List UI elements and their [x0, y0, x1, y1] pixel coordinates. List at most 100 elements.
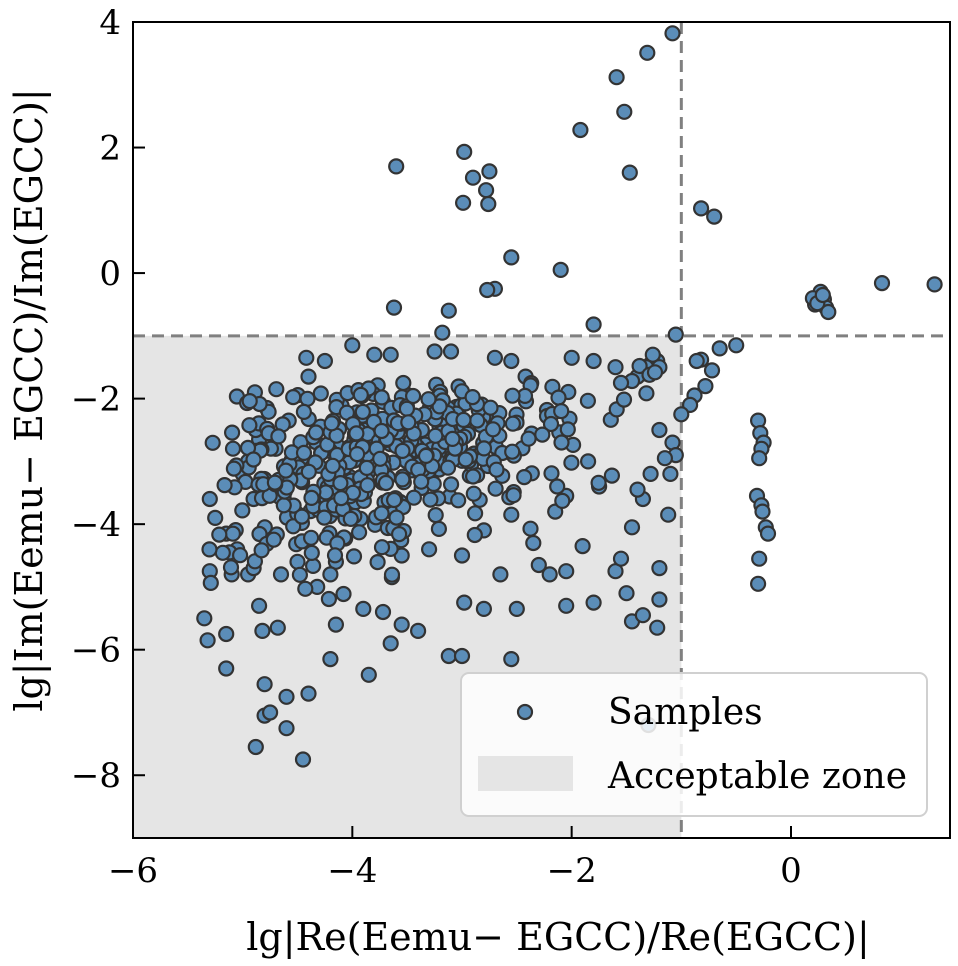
sample-point [426, 343, 443, 360]
sample-point [439, 459, 457, 476]
sample-point [623, 519, 641, 536]
sample-point [360, 666, 377, 683]
sample-point [751, 450, 768, 467]
sample-point [354, 403, 371, 420]
sample-point [247, 738, 264, 756]
sample-point [285, 389, 302, 406]
sample-point [326, 547, 344, 564]
x-tick-label: −4 [327, 851, 377, 891]
sample-point [480, 195, 497, 213]
sample-point [612, 374, 630, 391]
sample-point [405, 387, 422, 405]
sample-point [398, 400, 415, 417]
sample-point [383, 566, 401, 583]
sample-point [692, 200, 710, 217]
sample-point [323, 415, 340, 432]
sample-point [603, 467, 621, 484]
sample-point [563, 454, 580, 471]
sample-point [224, 440, 242, 457]
sample-point [303, 489, 320, 506]
sample-point [504, 387, 521, 404]
sample-point [503, 352, 520, 370]
sample-point [754, 503, 771, 520]
sample-point [660, 506, 677, 523]
sample-point [703, 362, 721, 379]
y-tick-label: −6 [71, 631, 121, 671]
axes: −6 −4 −2 0 −8 −6 −4 −2 0 2 4 [71, 3, 951, 891]
y-tick-label: −8 [71, 756, 121, 796]
sample-point [638, 385, 655, 402]
sample-point [410, 622, 427, 640]
sample-point [270, 428, 287, 445]
sample-point [225, 460, 242, 477]
sample-point [372, 450, 389, 467]
sample-point [612, 550, 630, 567]
sample-point [277, 462, 294, 479]
sample-point [450, 492, 467, 509]
sample-point [251, 597, 268, 614]
sample-point [316, 352, 333, 370]
sample-point [303, 529, 320, 546]
sample-point [646, 364, 664, 381]
sample-point [440, 647, 457, 665]
sample-point [759, 525, 777, 542]
sample-point [585, 352, 602, 370]
sample-point [359, 477, 376, 494]
sample-point [456, 143, 473, 160]
sample-point [298, 349, 315, 366]
sample-point [291, 566, 308, 583]
sample-point [728, 337, 745, 354]
sample-point [505, 487, 522, 504]
x-tick-label: −6 [108, 851, 158, 891]
sample-point [615, 391, 633, 408]
sample-point [241, 393, 258, 410]
sample-point [377, 474, 395, 492]
sample-point [466, 526, 483, 544]
sample-point [552, 261, 569, 278]
sample-point [348, 425, 365, 442]
sample-point [322, 566, 339, 583]
sample-point [224, 424, 241, 441]
sample-point [300, 463, 317, 480]
sample-point [245, 451, 262, 468]
sample-point [431, 398, 448, 415]
sample-point [374, 603, 392, 621]
sample-point [278, 688, 295, 705]
sample-point [516, 469, 533, 486]
sample-point [395, 374, 412, 392]
sample-point [422, 491, 439, 508]
sample-point [503, 650, 520, 668]
sample-point [572, 121, 589, 139]
sample-point [559, 421, 576, 438]
sample-point [297, 580, 314, 597]
sample-point [366, 346, 383, 363]
sample-point [202, 574, 219, 592]
sample-point [814, 286, 831, 304]
sample-point [275, 497, 292, 514]
sample-point [590, 474, 607, 491]
sample-point [394, 442, 411, 459]
sample-point [295, 403, 312, 420]
sample-point [525, 534, 542, 552]
sample-point [651, 559, 668, 577]
sample-point [316, 509, 333, 526]
x-tick-label: 0 [780, 851, 802, 891]
sample-point [349, 446, 366, 463]
sample-point [629, 481, 646, 498]
sample-point [201, 541, 218, 558]
sample-point [421, 541, 438, 558]
sample-point [272, 566, 290, 583]
sample-point [475, 600, 492, 618]
sample-point [688, 352, 705, 370]
sample-point [300, 685, 317, 702]
sample-point [201, 490, 218, 508]
sample-point [305, 557, 322, 575]
sample-point [268, 381, 285, 398]
sample-point [579, 453, 597, 470]
sample-point [222, 559, 240, 576]
sample-point [662, 465, 679, 482]
sample-point [303, 544, 320, 562]
sample-point [393, 616, 410, 633]
sample-point [706, 208, 723, 225]
y-tick-label: 0 [99, 254, 121, 294]
